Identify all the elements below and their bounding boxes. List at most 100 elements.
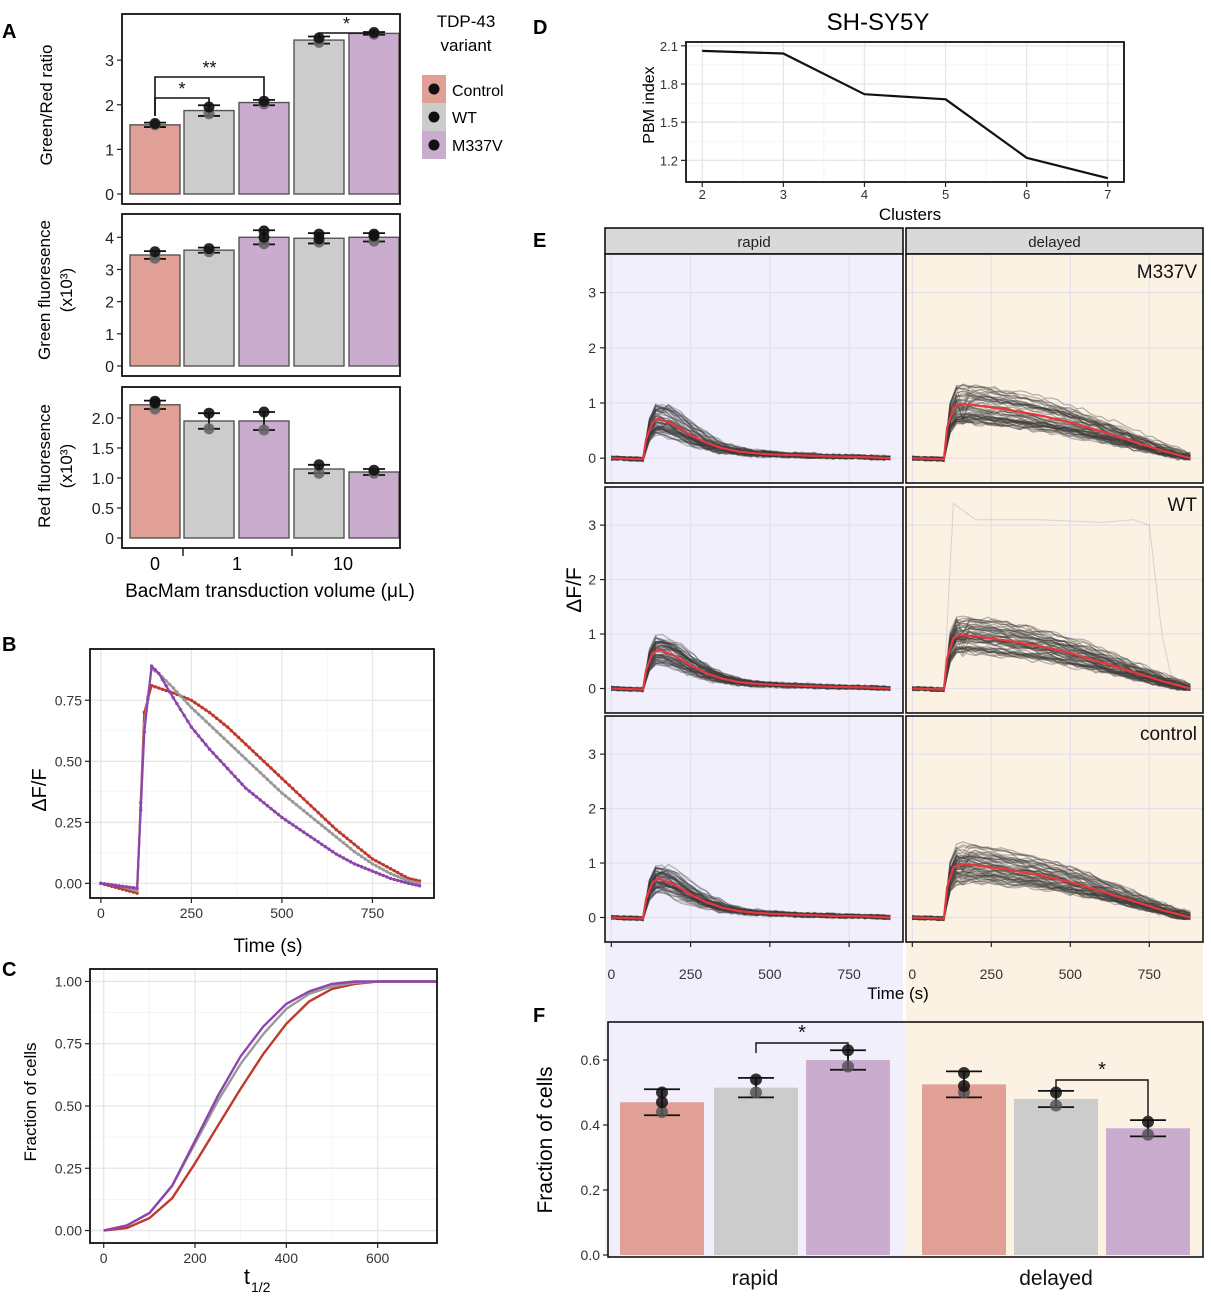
series-point: [258, 798, 262, 802]
cell-trace: [912, 414, 1191, 462]
series-point: [225, 766, 230, 771]
cell-trace: [912, 622, 1191, 693]
cell-trace: [611, 428, 891, 462]
y-tick-label: 2.1: [660, 39, 678, 54]
cell-trace: [912, 413, 1191, 462]
series-point: [341, 841, 346, 845]
cell-trace: [912, 646, 1191, 692]
series-point: [388, 876, 393, 881]
series-point: [374, 864, 378, 868]
bar-wt: [293, 39, 345, 195]
cell-trace: [912, 420, 1191, 462]
series-point: [157, 671, 161, 676]
panel-label-b: B: [2, 634, 16, 656]
data-point: [258, 424, 270, 436]
series-point: [272, 769, 277, 774]
series-point: [236, 750, 241, 754]
cell-trace: [912, 870, 1191, 921]
cell-trace: [611, 876, 891, 922]
y-tick-label: 3: [588, 746, 596, 762]
series-point: [345, 836, 349, 841]
series-point: [218, 759, 223, 763]
series-point: [301, 830, 306, 834]
series-point: [399, 879, 404, 884]
series-point: [363, 866, 367, 870]
series-point: [381, 867, 386, 872]
cell-trace: [611, 657, 891, 692]
x-tick-label: 750: [361, 905, 385, 921]
cell-trace: [912, 414, 1191, 462]
series-point: [131, 890, 136, 894]
cell-trace: [611, 883, 891, 921]
series-point: [175, 701, 179, 706]
cell-trace: [912, 386, 1191, 462]
cell-trace: [912, 877, 1191, 919]
cell-trace: [611, 661, 891, 692]
legend-title-line-1: TDP-43: [437, 12, 496, 31]
series-point: [251, 792, 255, 796]
cell-trace: [912, 849, 1191, 921]
series-point: [262, 774, 266, 778]
series-point: [182, 698, 186, 702]
cell-trace: [912, 856, 1191, 921]
series-point: [392, 868, 396, 873]
cell-trace: [912, 857, 1191, 921]
bar-control: [129, 124, 181, 195]
bar-wt: [293, 237, 345, 367]
cell-trace: [912, 394, 1191, 462]
data-point: [656, 1086, 668, 1099]
cell-trace: [912, 617, 1191, 692]
significance-star: *: [1098, 1059, 1106, 1081]
series-point: [381, 863, 386, 867]
series-point: [396, 874, 400, 879]
series-point: [258, 756, 262, 760]
series-point: [341, 833, 346, 838]
series-point: [182, 713, 186, 718]
cell-trace: [912, 406, 1191, 462]
data-point: [368, 228, 380, 240]
series-point: [265, 777, 270, 782]
series-point: [367, 854, 371, 858]
cell-trace: [912, 421, 1191, 462]
cell-trace: [912, 855, 1191, 921]
series-point: [200, 716, 204, 720]
series-point: [171, 686, 175, 690]
cell-trace: [912, 411, 1191, 461]
series-point: [135, 888, 139, 893]
series-point: [388, 867, 393, 871]
series-point: [262, 759, 266, 763]
plot-frame: [685, 41, 1125, 183]
cell-trace: [912, 615, 1191, 692]
panel-a-bottom-ylabel-line-1: Red fluoresence: [35, 404, 54, 528]
cell-trace: [912, 619, 1191, 691]
mean-trace: [611, 648, 891, 691]
series-point: [301, 797, 306, 801]
cell-trace: [912, 401, 1191, 462]
cell-trace: [912, 871, 1191, 921]
bar-m337v: [1106, 1128, 1190, 1255]
bar-wt: [714, 1087, 798, 1255]
panel-c-ylabel: Fraction of cells: [21, 1042, 40, 1161]
cell-trace: [911, 616, 1191, 692]
cell-trace: [912, 844, 1191, 920]
x-tick-label: 500: [758, 966, 782, 982]
series-point: [135, 891, 139, 895]
cell-trace: [912, 638, 1191, 692]
series-point: [323, 817, 328, 822]
cell-trace: [912, 384, 1191, 462]
legend-label-m337v: M337V: [452, 138, 503, 155]
series-point: [338, 830, 342, 835]
series-point: [193, 701, 197, 705]
series-point: [153, 685, 157, 689]
series-point: [149, 683, 154, 688]
series-point: [349, 839, 353, 844]
cell-trace: [912, 398, 1191, 460]
y-tick-label: 3: [588, 285, 596, 301]
y-tick-label: 0: [105, 531, 114, 548]
panel-b-ylabel: ΔF/F: [29, 768, 51, 811]
f-category-label: delayed: [1019, 1267, 1093, 1290]
cell-trace: [912, 868, 1191, 921]
series-point: [247, 760, 252, 764]
cell-trace: [912, 856, 1191, 922]
cell-trace: [912, 628, 1191, 692]
